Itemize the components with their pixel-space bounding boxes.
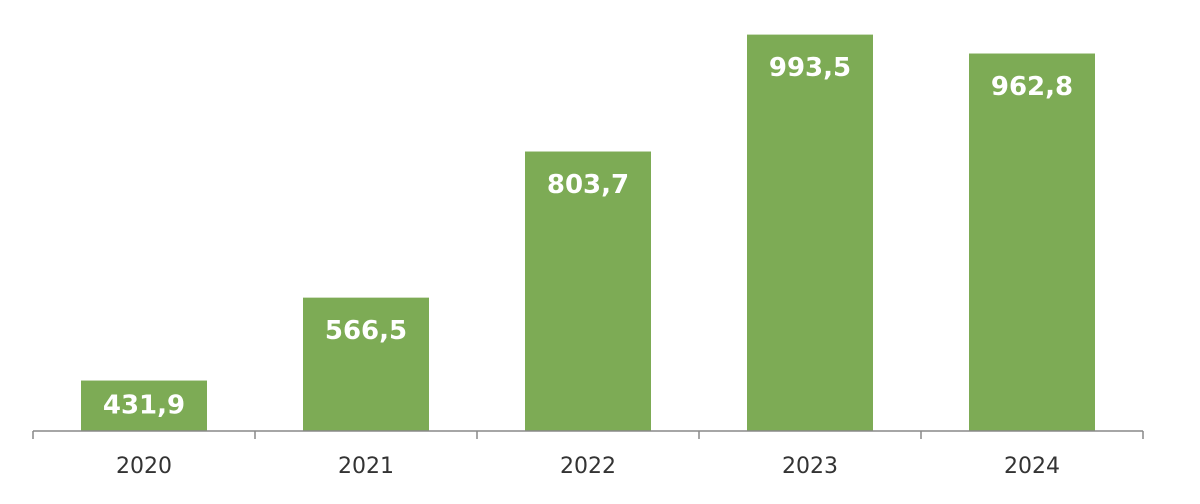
x-tick-label: 2024: [1004, 454, 1060, 479]
bar: [747, 34, 873, 431]
x-tick-label: 2022: [560, 454, 616, 479]
value-label: 993,5: [769, 53, 851, 83]
x-tick-label: 2020: [116, 454, 172, 479]
bar: [81, 380, 207, 431]
value-label: 962,8: [991, 72, 1073, 102]
x-tick-label: 2021: [338, 454, 394, 479]
bar: [303, 297, 429, 431]
value-label: 803,7: [547, 170, 629, 200]
value-label: 431,9: [103, 390, 185, 420]
bar: [969, 53, 1095, 432]
x-tick-label: 2023: [782, 454, 838, 479]
value-label: 566,5: [325, 316, 407, 346]
bar: [525, 151, 651, 431]
